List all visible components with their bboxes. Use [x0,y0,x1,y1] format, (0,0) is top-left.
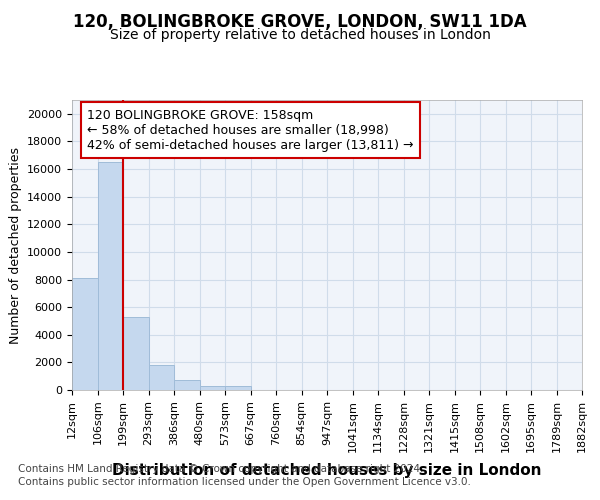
Y-axis label: Number of detached properties: Number of detached properties [8,146,22,344]
Bar [123,317,149,390]
Bar [97,162,123,390]
Text: Size of property relative to detached houses in London: Size of property relative to detached ho… [110,28,490,42]
X-axis label: Distribution of detached houses by size in London: Distribution of detached houses by size … [112,463,542,478]
Bar [174,380,199,390]
Bar [199,386,225,390]
Bar [149,365,174,390]
Bar [225,386,251,390]
Text: 120, BOLINGBROKE GROVE, LONDON, SW11 1DA: 120, BOLINGBROKE GROVE, LONDON, SW11 1DA [73,12,527,30]
Bar [72,278,97,390]
Text: Contains HM Land Registry data © Crown copyright and database right 2024.: Contains HM Land Registry data © Crown c… [18,464,424,474]
Text: Contains public sector information licensed under the Open Government Licence v3: Contains public sector information licen… [18,477,471,487]
Text: 120 BOLINGBROKE GROVE: 158sqm
← 58% of detached houses are smaller (18,998)
42% : 120 BOLINGBROKE GROVE: 158sqm ← 58% of d… [88,108,414,152]
